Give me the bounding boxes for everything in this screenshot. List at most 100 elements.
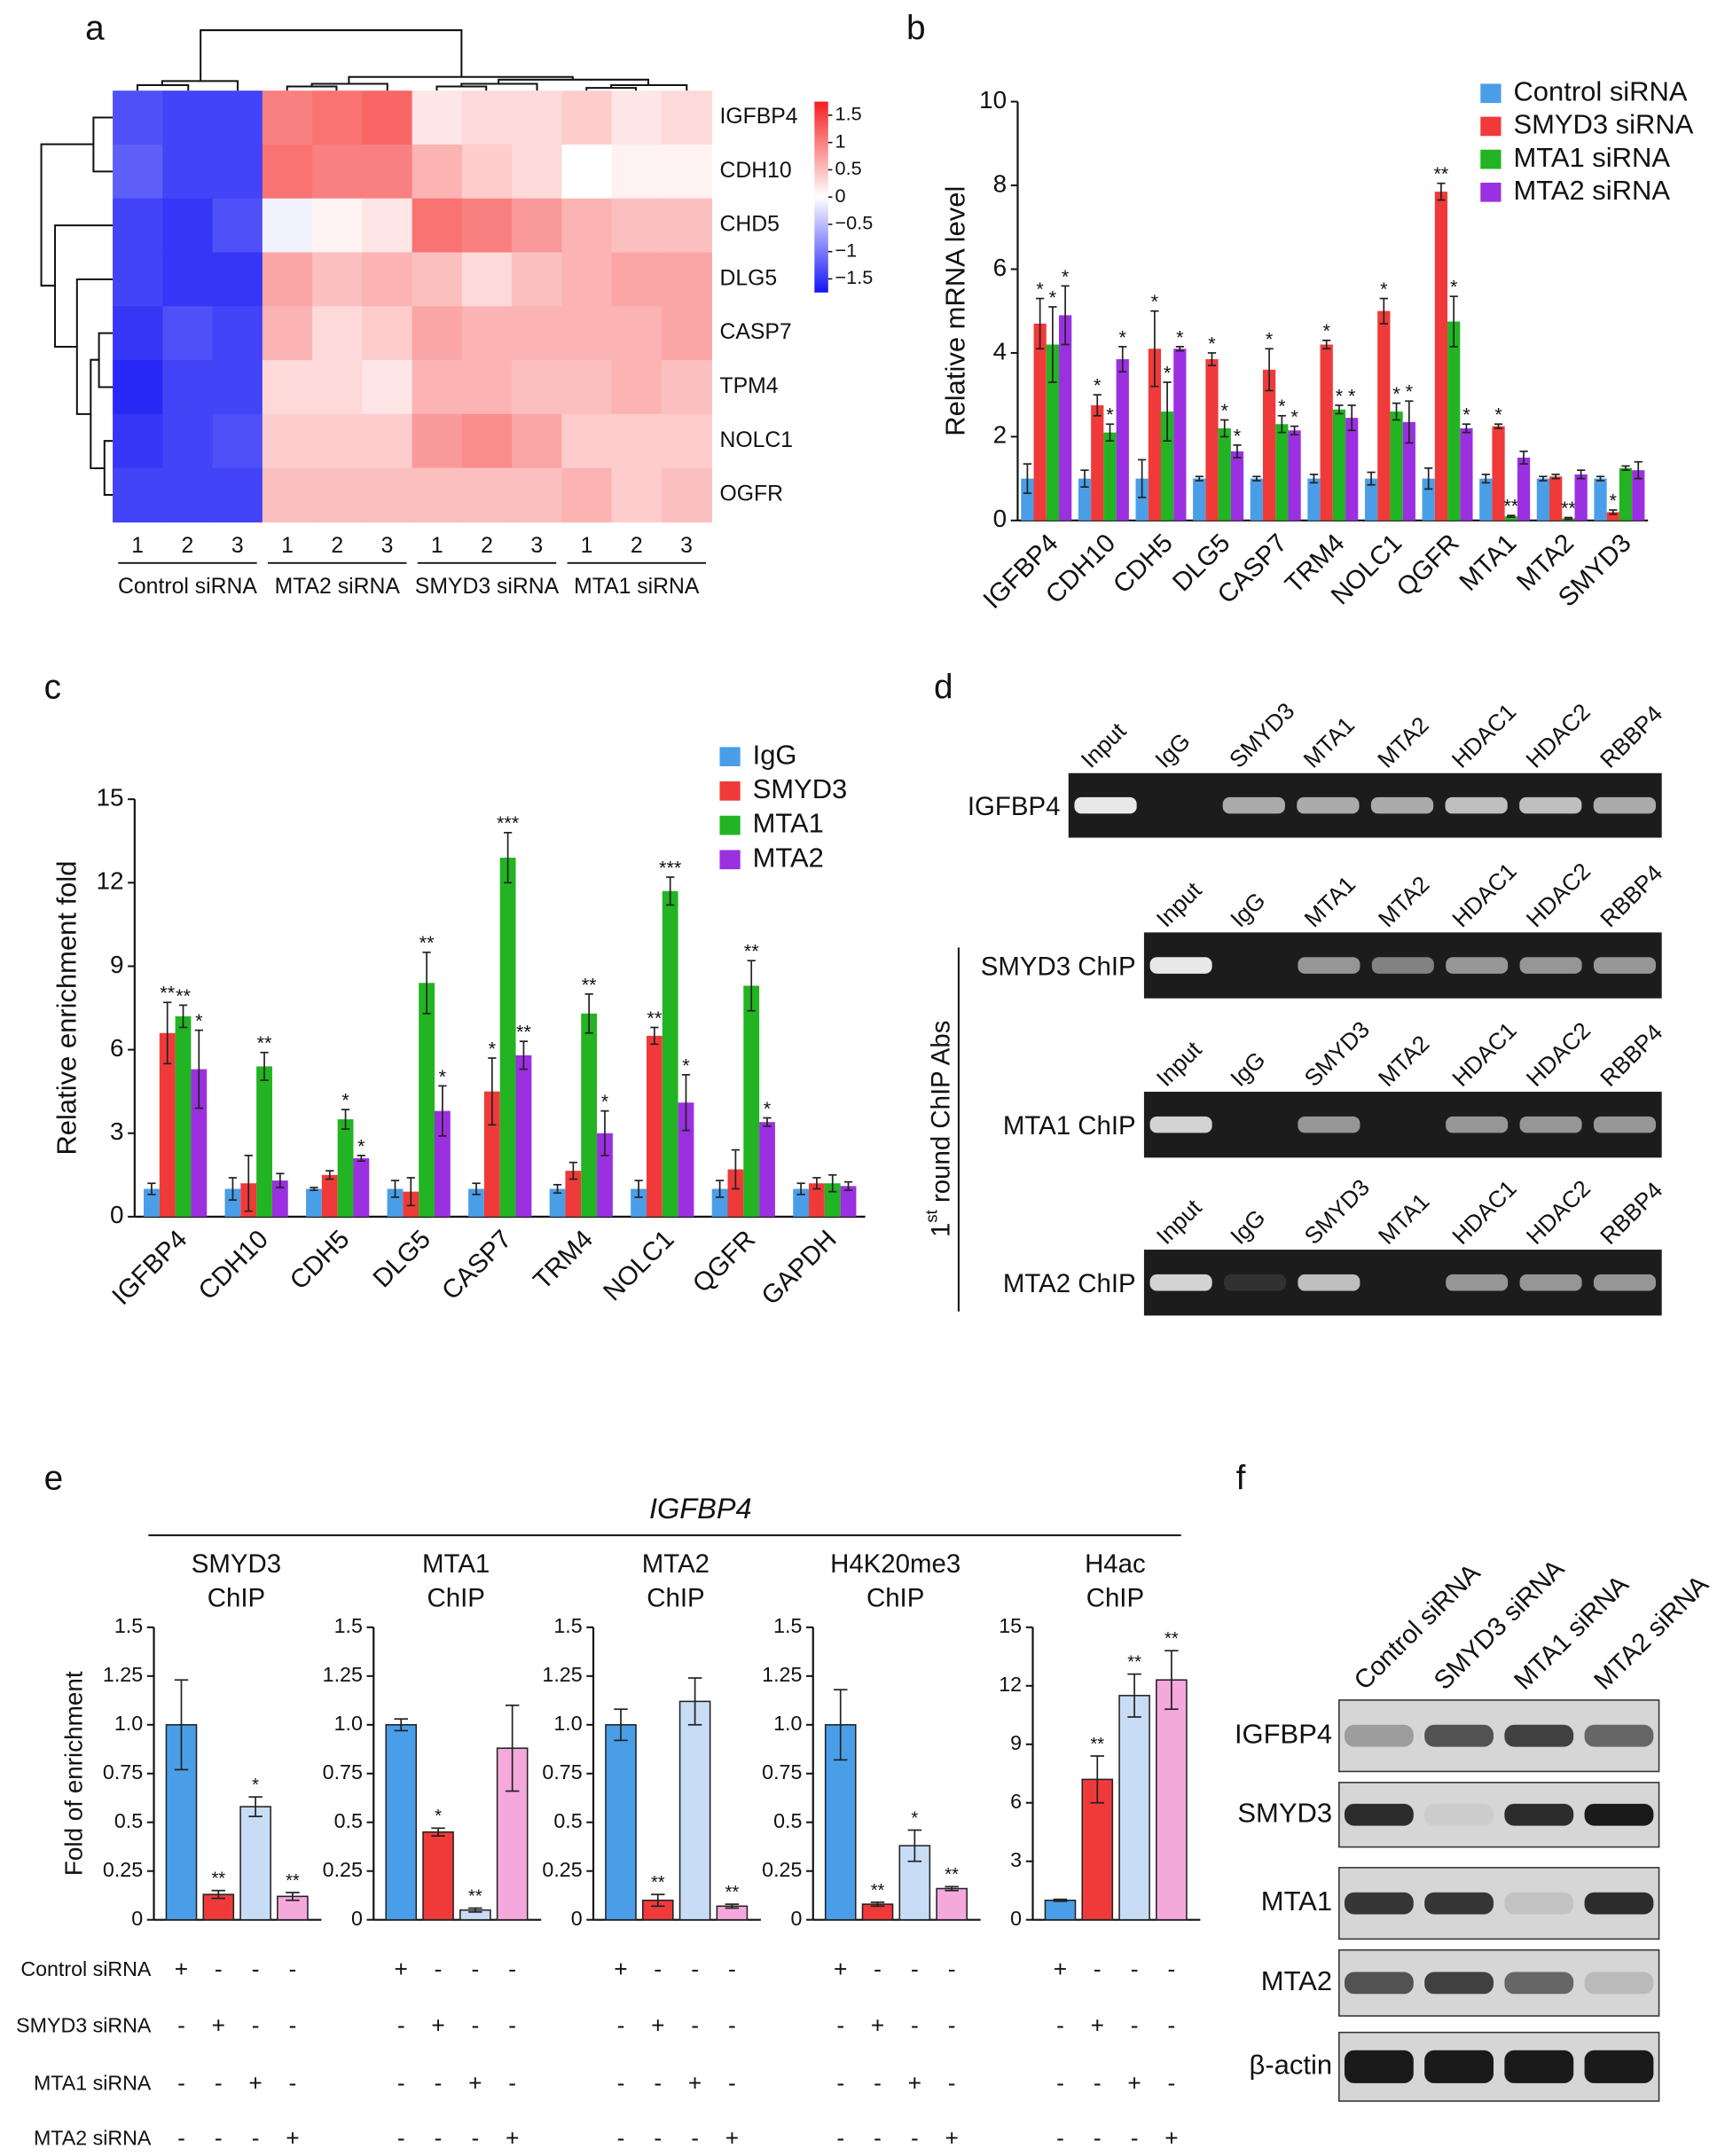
heatmap-cell [362, 252, 413, 308]
error-bar [1576, 469, 1586, 480]
y-tick-label: 1.25 [542, 1663, 582, 1686]
lane-label: MTA1 [1373, 1188, 1434, 1249]
bar [277, 1895, 309, 1921]
heatmap-cell [611, 198, 663, 254]
bar [565, 1171, 582, 1217]
error-bar [1105, 423, 1115, 442]
condition-sign: - [1168, 1956, 1176, 1982]
condition-sign: - [617, 2069, 625, 2096]
error-bar [1449, 295, 1458, 348]
blot-band [1504, 1803, 1574, 1826]
significance-label: ** [516, 1021, 531, 1043]
x-tick-label: TRM4 [528, 1225, 599, 1296]
gel-band [1519, 796, 1582, 814]
lane-label: Input [1151, 1194, 1207, 1250]
column-label: 2 [331, 534, 343, 558]
bar [1434, 192, 1448, 521]
significance-label: ** [211, 1870, 225, 1889]
y-tick-label: 1.25 [762, 1663, 802, 1686]
y-axis-label: Fold of enrichment [60, 1671, 88, 1876]
gel-label: MTA1 ChIP [1003, 1111, 1136, 1141]
bar [631, 1188, 647, 1217]
significance-label: * [1380, 278, 1388, 300]
heatmap-cell [461, 90, 513, 145]
error-bar [1634, 460, 1643, 480]
bar [1091, 404, 1104, 521]
heatmap-cell [412, 306, 463, 361]
bar [1364, 478, 1378, 521]
column-label: 1 [431, 534, 443, 558]
condition-sign: + [871, 2011, 884, 2038]
y-tick-label: 1.5 [334, 1614, 363, 1637]
significance-label: * [1290, 405, 1298, 427]
heatmap-cell [162, 467, 214, 523]
heatmap-cell [611, 360, 663, 415]
bar [387, 1188, 404, 1217]
condition-sign: + [395, 1956, 408, 1982]
bar [191, 1069, 208, 1217]
error-bar [1609, 509, 1618, 515]
heatmap-cell [461, 360, 513, 415]
bar [581, 1013, 598, 1217]
condition-sign: - [911, 1956, 919, 1982]
error-bar [1252, 475, 1261, 482]
heatmap-cell [212, 360, 263, 415]
significance-label: ** [945, 1865, 959, 1885]
heatmap-cell [312, 467, 364, 523]
heatmap-cell [512, 360, 563, 415]
error-bar [1621, 465, 1630, 472]
bar [515, 1054, 532, 1217]
row-label: CDH10 [719, 159, 791, 183]
y-tick-label: 3 [110, 1117, 123, 1145]
y-tick-label: 4 [993, 337, 1008, 365]
significance-label: ** [1503, 495, 1518, 517]
condition-sign: - [911, 2011, 919, 2038]
error-bar [310, 1187, 318, 1191]
error-bar [406, 1177, 415, 1207]
y-tick-label: 0 [993, 505, 1008, 532]
heatmap-cell [661, 467, 712, 523]
chart-title: H4ac [1085, 1549, 1146, 1579]
heatmap-cell [212, 144, 263, 200]
bar [256, 1066, 272, 1217]
bar [1218, 427, 1231, 521]
lane-label: RBBP4 [1595, 1177, 1667, 1250]
heatmap-cell [113, 144, 164, 200]
error-bar [600, 1109, 609, 1156]
bar [353, 1157, 370, 1217]
condition-sign: + [1164, 2124, 1178, 2151]
legend-swatch [1480, 116, 1502, 137]
blot-label: β-actin [1250, 2050, 1333, 2081]
heatmap-cell [611, 252, 663, 308]
significance-label: ** [160, 982, 175, 1004]
bar [434, 1110, 451, 1217]
error-bar [1220, 419, 1229, 438]
heatmap-cell [412, 467, 463, 523]
bar [1046, 344, 1060, 521]
error-bar [681, 1073, 691, 1132]
lane-label: RBBP4 [1595, 859, 1667, 932]
bar [1632, 470, 1645, 521]
condition-sign: + [688, 2069, 702, 2096]
y-tick-label: 1.0 [334, 1712, 363, 1735]
condition-sign: - [836, 2069, 844, 2096]
error-bar [843, 1180, 853, 1191]
error-bar [731, 1149, 741, 1190]
y-tick-label: 6 [993, 254, 1008, 281]
y-tick-label: 1.0 [114, 1712, 143, 1735]
condition-sign: - [508, 2069, 516, 2096]
y-tick-label: 0.25 [542, 1858, 582, 1881]
error-bar [211, 1889, 226, 1900]
x-tick-label: CDH5 [1108, 529, 1179, 600]
lane-label: MTA2 [1372, 711, 1433, 772]
gel [1143, 1250, 1662, 1316]
gel-axis-label: 1st round ChIP Abs [921, 1021, 955, 1237]
lane-label: SMYD3 [1299, 1016, 1375, 1092]
lane-label: HDAC2 [1521, 1017, 1596, 1092]
heatmap-cell [561, 90, 613, 145]
error-bar [1195, 475, 1204, 482]
heatmap-cell [512, 467, 563, 523]
y-tick-label: 9 [1010, 1731, 1022, 1754]
colorbar-tick-label: 0 [835, 184, 846, 207]
column-label: 3 [530, 534, 543, 558]
